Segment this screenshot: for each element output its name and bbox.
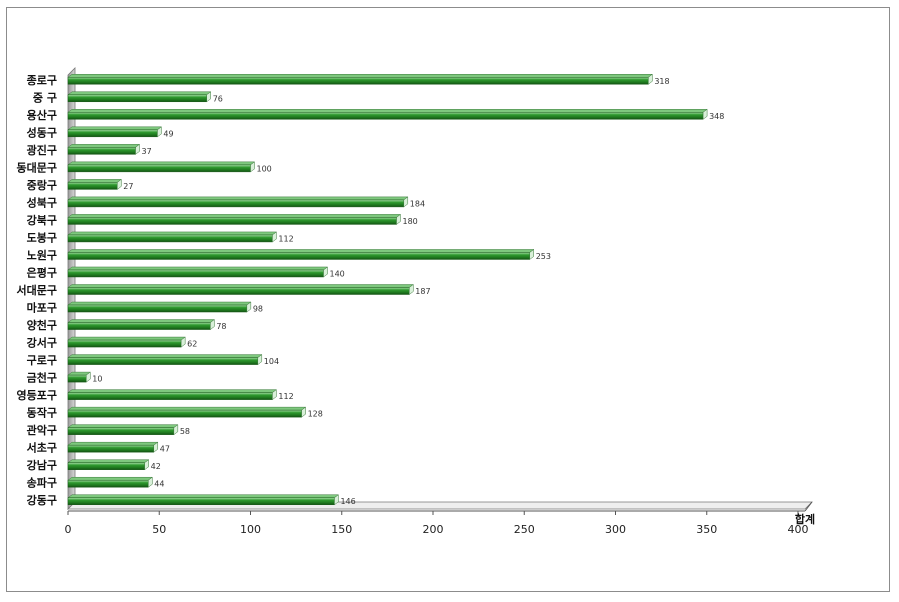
category-label: 관악구: [27, 423, 57, 437]
value-label: 112: [278, 392, 293, 401]
value-label: 44: [154, 480, 164, 489]
value-label: 348: [709, 112, 724, 121]
x-tick-label: 400: [788, 523, 809, 536]
x-axis: 0 50 100 150 200 250 300 350 400: [65, 501, 813, 536]
bar: [67, 476, 154, 488]
bar: [67, 389, 278, 401]
bar: [67, 231, 278, 243]
value-label: 100: [257, 164, 272, 173]
bar: [67, 371, 91, 383]
bar: [67, 178, 123, 190]
value-label: 42: [151, 462, 161, 471]
value-label: 58: [180, 427, 190, 436]
value-label: 112: [278, 234, 293, 243]
bar: [67, 406, 307, 418]
category-label: 강서구: [27, 336, 57, 350]
value-label: 140: [330, 269, 345, 278]
category-label: 금천구: [27, 371, 57, 385]
value-label: 47: [160, 445, 170, 454]
bar: [67, 336, 186, 348]
category-label: 강북구: [27, 213, 57, 227]
category-label: 용산구: [27, 108, 57, 122]
bar: [67, 424, 179, 436]
bar: [67, 213, 402, 225]
category-label: 종로구: [27, 74, 57, 87]
bar: [67, 266, 329, 278]
category-label: 서대문구: [17, 283, 57, 297]
category-label: 중 구: [33, 91, 57, 104]
bar: [67, 248, 535, 260]
category-label: 중랑구: [27, 179, 57, 192]
category-label: 은평구: [27, 265, 57, 279]
bar: [67, 354, 263, 366]
bar: [67, 459, 150, 471]
x-tick-label: 300: [605, 523, 626, 536]
bar: [67, 319, 216, 331]
value-label: 37: [142, 147, 152, 156]
value-label: 76: [213, 94, 223, 103]
bar: [67, 284, 415, 295]
value-label: 98: [253, 305, 263, 314]
x-tick-label: 50: [152, 523, 166, 536]
x-tick-label: 200: [423, 523, 444, 536]
category-label: 도봉구: [27, 231, 57, 244]
category-label: 송파구: [27, 476, 57, 490]
value-label: 49: [163, 129, 173, 138]
value-label: 146: [340, 497, 355, 506]
category-label: 구로구: [27, 354, 57, 367]
category-label: 동작구: [27, 406, 57, 420]
bar: [67, 301, 252, 313]
bars: [67, 73, 708, 506]
bar: [67, 91, 212, 103]
category-label: 양천구: [27, 318, 57, 332]
value-label: 253: [536, 252, 551, 261]
value-label: 10: [92, 375, 102, 384]
category-label: 동대문구: [17, 160, 57, 174]
value-label: 187: [415, 287, 430, 296]
value-label: 27: [123, 182, 133, 191]
legend: 합계: [795, 512, 815, 526]
category-label: 광진구: [27, 143, 57, 157]
x-tick-label: 150: [331, 523, 352, 536]
bar: [67, 441, 159, 453]
category-label: 마포구: [27, 301, 57, 315]
x-tick-label: 100: [240, 523, 261, 536]
x-tick-label: 350: [696, 523, 717, 536]
bar: [67, 108, 708, 120]
value-label: 78: [216, 322, 226, 331]
bar: [67, 143, 141, 155]
bar: [67, 196, 409, 208]
category-label: 강동구: [27, 493, 57, 507]
legend-series-label: 합계: [795, 512, 815, 526]
category-label: 노원구: [27, 248, 57, 262]
category-label: 서초구: [27, 441, 57, 455]
value-label: 180: [403, 217, 418, 226]
bar: [67, 161, 256, 173]
value-label: 184: [410, 199, 425, 208]
value-label: 62: [187, 340, 197, 349]
category-label: 성북구: [27, 195, 57, 209]
bar: [67, 494, 340, 506]
x-tick-label: 250: [514, 523, 535, 536]
bar: [67, 73, 654, 85]
category-label: 성동구: [27, 125, 57, 139]
category-label: 영등포구: [17, 389, 57, 402]
value-labels: 318 76 348 49 37 100 27 184 180 112 253 140 187 98 78 6…: [92, 77, 724, 506]
value-label: 128: [308, 410, 323, 419]
value-label: 318: [654, 77, 669, 86]
bar: [67, 126, 163, 138]
x-tick-label: 0: [65, 523, 72, 536]
category-label: 강남구: [27, 458, 57, 472]
value-label: 104: [264, 357, 279, 366]
